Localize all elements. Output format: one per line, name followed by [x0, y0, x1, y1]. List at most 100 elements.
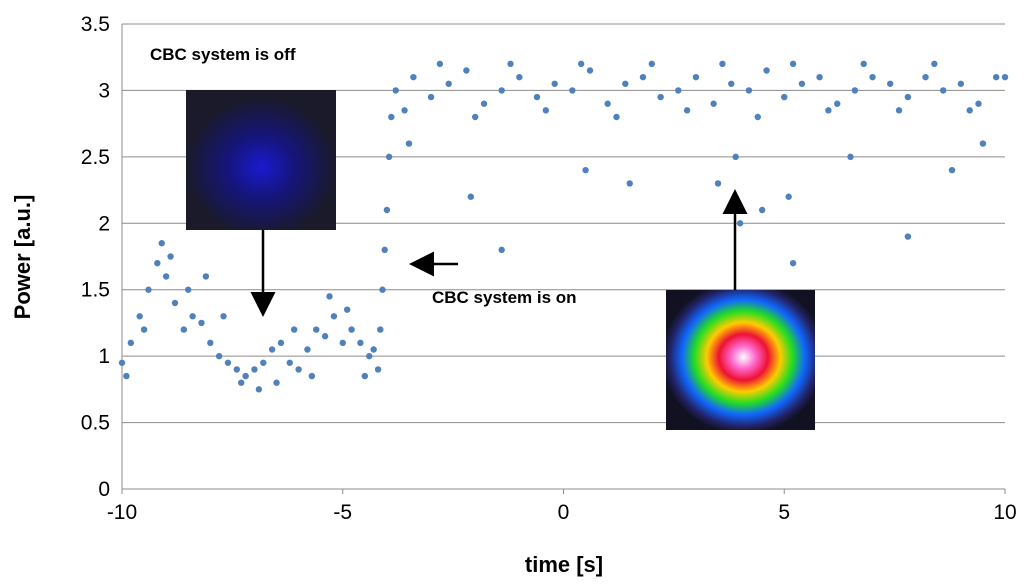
point — [308, 372, 316, 380]
point — [922, 73, 929, 81]
point — [277, 339, 285, 347]
y-tick-label: 0 — [98, 478, 110, 501]
point — [586, 67, 594, 74]
point — [533, 93, 541, 101]
point — [207, 339, 214, 347]
point — [123, 372, 130, 380]
point — [185, 286, 192, 293]
x-axis-title: time [s] — [525, 552, 603, 577]
point — [834, 100, 841, 107]
point — [728, 80, 735, 87]
point — [745, 87, 753, 94]
y-tick-label: 3 — [98, 79, 110, 102]
point — [361, 372, 369, 380]
point — [472, 113, 479, 121]
x-tick-label: 5 — [778, 501, 790, 524]
point — [304, 346, 311, 353]
point — [732, 153, 739, 161]
point — [498, 87, 505, 94]
point — [383, 206, 391, 214]
point — [171, 299, 179, 307]
point — [357, 339, 364, 347]
point — [392, 87, 399, 94]
annotation: CBC system is on — [432, 288, 577, 307]
point — [343, 306, 351, 313]
point — [463, 67, 470, 74]
point — [714, 180, 722, 187]
point — [445, 80, 452, 87]
y-tick-label: 3.5 — [81, 13, 110, 36]
point — [683, 107, 691, 114]
point — [860, 60, 867, 68]
point — [582, 166, 589, 174]
point — [127, 339, 135, 347]
point — [189, 313, 196, 320]
point — [233, 366, 240, 373]
point — [167, 253, 174, 260]
point — [198, 319, 205, 327]
point — [385, 153, 393, 161]
y-tick-label: 0.5 — [81, 412, 110, 435]
point — [851, 87, 859, 94]
point — [966, 107, 973, 114]
point — [975, 100, 982, 107]
point — [202, 273, 210, 280]
point — [388, 113, 395, 121]
point — [220, 313, 227, 320]
point — [754, 113, 761, 121]
point — [154, 259, 161, 267]
point — [626, 180, 633, 187]
point — [158, 240, 165, 247]
beam-off-image — [186, 90, 336, 230]
point — [639, 73, 647, 81]
point — [379, 286, 386, 293]
point — [569, 87, 576, 94]
point — [847, 153, 854, 161]
y-tick-label: 2.5 — [81, 146, 110, 169]
point — [255, 386, 263, 393]
point — [992, 73, 1000, 81]
point — [118, 359, 126, 366]
point — [330, 313, 338, 320]
point — [162, 273, 170, 280]
point — [242, 372, 249, 380]
point — [825, 107, 832, 114]
point — [979, 140, 987, 147]
point — [622, 80, 629, 87]
point — [1001, 73, 1009, 81]
point — [467, 193, 474, 200]
point — [295, 366, 302, 373]
point — [904, 93, 912, 101]
points — [118, 60, 1009, 393]
point — [948, 166, 956, 174]
x-tick-label: 10 — [993, 501, 1016, 524]
point — [215, 352, 223, 360]
point — [551, 80, 558, 87]
y-axis-title: Power [a.u.] — [10, 195, 35, 320]
point — [507, 60, 514, 68]
point — [136, 313, 143, 320]
point — [904, 233, 912, 240]
point — [577, 60, 585, 68]
point — [736, 220, 744, 227]
point — [436, 60, 444, 68]
point — [180, 326, 188, 333]
y-tick-label: 2 — [98, 212, 110, 235]
point — [516, 73, 523, 81]
point — [869, 73, 876, 81]
point — [321, 333, 329, 340]
point — [377, 326, 384, 333]
point — [542, 107, 550, 114]
point — [719, 60, 726, 68]
grid: 0 0.5 1 1.5 2 2.5 3 3.5 -10 -5 0 5 10 — [81, 13, 1017, 524]
point — [657, 93, 664, 101]
y-tick-label: 1 — [98, 345, 110, 368]
point — [145, 286, 152, 293]
point — [313, 326, 320, 333]
point — [427, 93, 435, 101]
point — [710, 100, 717, 107]
point — [781, 93, 788, 101]
point — [224, 359, 232, 366]
point — [326, 293, 333, 300]
